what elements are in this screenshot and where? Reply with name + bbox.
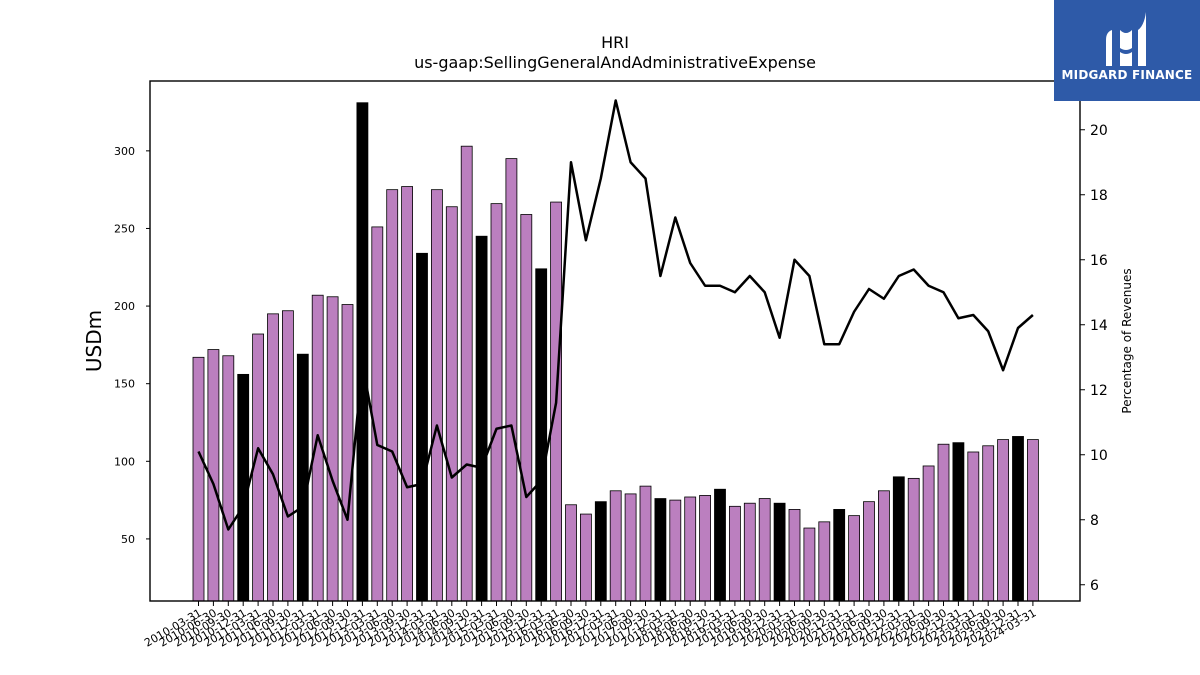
y-tick-label: 50 <box>121 533 135 546</box>
bar <box>535 268 548 602</box>
line-series <box>197 99 1034 531</box>
bar <box>1027 439 1039 602</box>
bar <box>475 235 488 602</box>
bar <box>907 477 920 602</box>
bar <box>296 353 309 602</box>
y-right-tick-label: 12 <box>1090 383 1108 399</box>
x-axis: 2010-03-312010-06-302010-09-302010-12-31… <box>142 601 1038 650</box>
bar <box>624 493 637 602</box>
bar <box>430 189 443 602</box>
bar <box>833 509 846 602</box>
brand-logo-text: MIDGARD FINANCE <box>1061 68 1193 82</box>
bar <box>952 442 965 602</box>
bar <box>684 496 697 602</box>
y-right-tick-label: 6 <box>1090 578 1099 594</box>
bar <box>743 502 756 602</box>
y-axis-label: USDm <box>82 310 106 372</box>
y-tick-label: 300 <box>114 145 135 158</box>
midgard-logo-icon <box>1106 12 1146 66</box>
bar <box>565 504 577 602</box>
bar <box>386 189 399 602</box>
bar <box>803 527 816 602</box>
revenue-percentage-line <box>197 99 1034 531</box>
bar <box>371 226 384 602</box>
bar <box>997 439 1009 602</box>
bar <box>863 501 875 602</box>
bar <box>878 490 890 602</box>
bar <box>341 304 354 602</box>
y-axis-left: 50 100 150 200 250 300 <box>114 145 150 546</box>
y-right-tick-label: 16 <box>1090 253 1108 269</box>
bar <box>937 443 950 602</box>
y-right-tick-label: 8 <box>1090 513 1099 529</box>
bar <box>758 498 771 602</box>
bar <box>892 476 905 602</box>
bar <box>714 488 726 602</box>
bar <box>580 513 592 602</box>
bar <box>460 145 473 602</box>
bar-series <box>192 102 1039 602</box>
y-axis-right-label: Percentage of Revenues <box>1120 268 1134 413</box>
bar <box>401 186 414 602</box>
bar <box>594 501 607 602</box>
bar <box>267 313 279 602</box>
bar <box>639 485 652 602</box>
bar <box>281 310 294 602</box>
bar <box>520 214 533 602</box>
bar <box>356 102 369 602</box>
bar <box>967 451 980 602</box>
y-axis-right: 6 8 10 12 14 16 18 20 <box>1080 123 1108 594</box>
y-tick-label: 200 <box>114 300 135 313</box>
bar <box>222 355 235 602</box>
chart-title: HRI <box>601 33 629 52</box>
chart-subtitle: us-gaap:SellingGeneralAndAdministrativeE… <box>414 53 816 72</box>
y-tick-label: 250 <box>114 222 135 235</box>
y-right-tick-label: 20 <box>1090 123 1108 139</box>
bar <box>788 509 801 602</box>
bar <box>445 206 458 602</box>
y-right-tick-label: 14 <box>1090 318 1108 334</box>
bar <box>669 499 682 602</box>
bar <box>609 490 622 602</box>
bar <box>848 515 860 602</box>
bar <box>416 252 428 602</box>
y-tick-label: 100 <box>114 455 135 468</box>
bar <box>505 158 518 602</box>
bar <box>818 521 831 602</box>
bar <box>699 495 711 602</box>
y-right-tick-label: 18 <box>1090 188 1108 204</box>
bar <box>490 203 503 602</box>
bar <box>654 498 667 602</box>
bar <box>982 445 995 602</box>
bar <box>729 505 741 602</box>
bar <box>326 296 339 602</box>
bar <box>1012 436 1024 602</box>
y-tick-label: 150 <box>114 378 135 391</box>
brand-logo: MIDGARD FINANCE <box>1054 0 1200 101</box>
bar <box>922 465 935 602</box>
plot-frame <box>149 80 1081 602</box>
bar <box>192 356 205 602</box>
bar <box>773 502 786 602</box>
y-right-tick-label: 10 <box>1090 448 1108 464</box>
